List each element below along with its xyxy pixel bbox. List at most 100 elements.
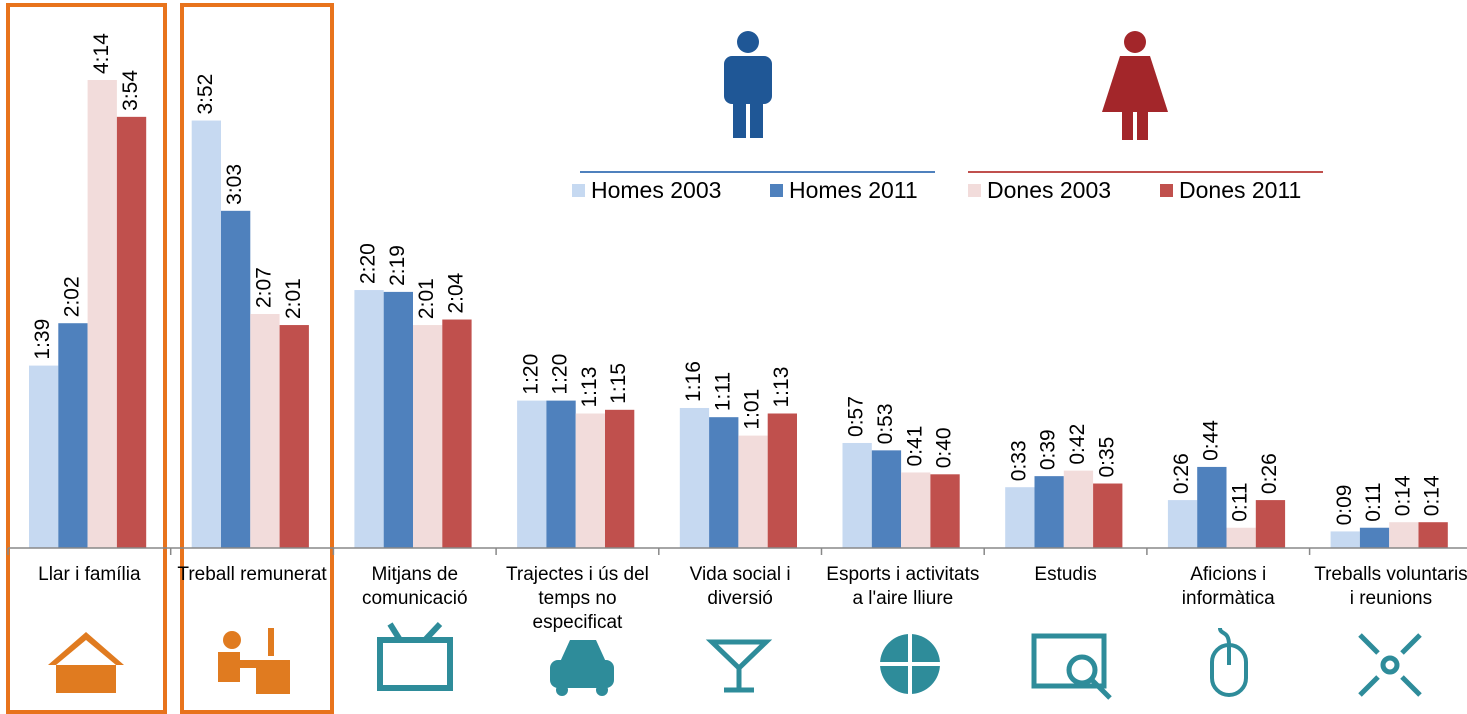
- book-icon: [1031, 633, 1112, 700]
- value-label: 1:15: [607, 363, 630, 404]
- value-label: 2:19: [386, 245, 409, 286]
- value-label: 0:41: [903, 426, 926, 467]
- value-label: 1:01: [741, 389, 764, 430]
- value-label: 3:52: [194, 74, 217, 115]
- value-label: 0:44: [1199, 420, 1222, 461]
- bar: [1093, 483, 1123, 548]
- meeting-icon: [1358, 633, 1422, 697]
- legend-swatch: [572, 184, 585, 197]
- value-label: 0:26: [1258, 453, 1281, 494]
- bar: [679, 407, 710, 548]
- value-label: 2:01: [282, 278, 305, 319]
- bar: [221, 210, 251, 548]
- highlight-box: [6, 3, 167, 714]
- tv-icon: [377, 621, 453, 691]
- bar: [1330, 531, 1360, 548]
- car-icon: [550, 640, 614, 696]
- value-label: 2:20: [357, 243, 380, 284]
- value-label: 2:02: [60, 276, 83, 317]
- x-tick-label: Mitjans de comunicació: [361, 564, 468, 609]
- value-label: 0:39: [1037, 429, 1060, 470]
- bar: [842, 442, 872, 548]
- legend-label: Homes 2003: [591, 177, 721, 203]
- x-tick-label: Treball remunerat: [177, 564, 327, 585]
- bar: [58, 323, 88, 548]
- x-tick-label: Llar i família: [38, 564, 141, 585]
- bar: [546, 400, 576, 548]
- value-label: 0:14: [1391, 475, 1414, 516]
- desk-icon: [218, 628, 290, 694]
- value-label: 0:53: [874, 403, 897, 444]
- value-label: 1:13: [578, 367, 601, 408]
- bar: [29, 365, 59, 548]
- category-icons: [48, 621, 1422, 700]
- value-label: 1:11: [711, 372, 734, 411]
- value-label: 0:35: [1095, 437, 1118, 478]
- bar: [605, 409, 635, 548]
- bar: [442, 319, 472, 548]
- bar: [116, 116, 147, 548]
- bar: [1063, 470, 1094, 548]
- value-label: 1:20: [549, 354, 572, 395]
- value-label: 1:20: [519, 354, 542, 395]
- value-label: 2:04: [444, 272, 467, 313]
- ball-icon: [880, 634, 940, 694]
- bar: [1034, 476, 1064, 548]
- value-label: 0:09: [1333, 485, 1356, 526]
- bar: [1418, 522, 1448, 548]
- bar: [1005, 487, 1035, 548]
- value-label: 0:14: [1421, 475, 1444, 516]
- value-label: 2:07: [252, 267, 275, 308]
- bar: [901, 472, 931, 548]
- bar: [1359, 527, 1390, 548]
- bar: [1197, 466, 1227, 548]
- mouse-icon: [1210, 627, 1248, 697]
- bar: [250, 314, 280, 548]
- legend-swatch: [770, 184, 783, 197]
- bar: [1389, 522, 1419, 548]
- bar: [767, 413, 797, 548]
- bar: [575, 413, 605, 548]
- value-label: 0:42: [1066, 424, 1089, 465]
- value-label: 1:13: [770, 367, 793, 408]
- legend-label: Dones 2011: [1179, 177, 1301, 203]
- x-tick-label: Aficions i informàtica: [1181, 564, 1275, 609]
- value-label: 1:39: [31, 319, 54, 360]
- bar: [517, 400, 547, 548]
- woman-icon: [1102, 31, 1168, 140]
- value-label: 1:16: [682, 361, 705, 402]
- value-label: 0:26: [1170, 453, 1193, 494]
- bar: [738, 435, 768, 548]
- bar: [709, 417, 739, 548]
- cocktail-icon: [705, 639, 773, 693]
- bar: [354, 290, 384, 548]
- bar: [1167, 500, 1198, 548]
- bar: [413, 325, 443, 548]
- house-icon: [48, 632, 124, 693]
- value-label: 0:33: [1007, 440, 1030, 481]
- legend-label: Homes 2011: [789, 177, 918, 203]
- bar: [87, 80, 117, 548]
- value-label: 3:03: [223, 164, 246, 205]
- x-tick-label: Vida social i diversió: [689, 564, 791, 609]
- legend-swatch: [968, 184, 981, 197]
- value-label: 0:40: [933, 427, 956, 468]
- highlight-box: [180, 3, 334, 714]
- value-label: 0:57: [845, 396, 868, 437]
- x-tick-label: Esports i activitats a l'aire lliure: [826, 564, 980, 609]
- bar: [1226, 527, 1256, 548]
- value-label: 3:54: [119, 70, 142, 111]
- bar: [191, 120, 221, 548]
- x-tick-label: Trajectes i ús del temps no especificat: [505, 564, 649, 633]
- value-label: 2:01: [415, 278, 438, 319]
- bar: [871, 450, 902, 548]
- bar: [930, 474, 960, 548]
- value-label: 0:11: [1229, 482, 1252, 521]
- x-tick-label: Treballs voluntaris i reunions: [1314, 564, 1467, 609]
- bar: [1255, 500, 1286, 548]
- legend-swatch: [1160, 184, 1173, 197]
- bar: [279, 325, 309, 548]
- man-icon: [724, 31, 772, 138]
